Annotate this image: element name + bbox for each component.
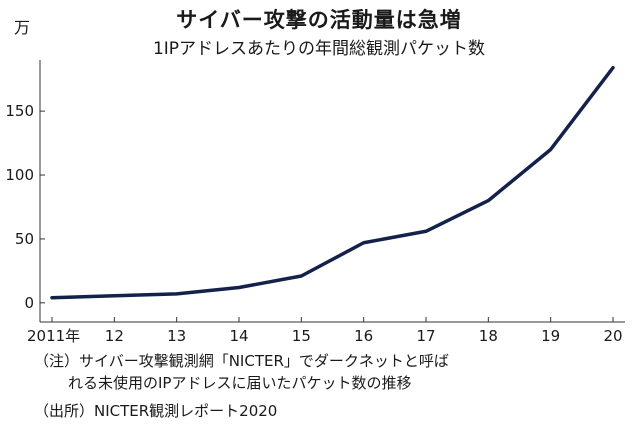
x-tick-label: 19: [541, 327, 560, 345]
series-line: [50, 65, 615, 300]
x-tick-label: 20: [603, 327, 622, 345]
x-tick-label: 12: [105, 327, 124, 345]
x-tick-label: 17: [416, 327, 435, 345]
y-tick-label: 50: [15, 230, 34, 248]
y-tick-label: 150: [5, 102, 34, 120]
x-tick-label: 13: [167, 327, 186, 345]
chart-subtitle: 1IPアドレスあたりの年間総観測パケット数: [152, 39, 486, 59]
chart-title: サイバー攻撃の活動量は急増: [176, 8, 462, 32]
y-unit-label: 万: [14, 18, 31, 37]
y-tick-label: 0: [24, 294, 34, 312]
y-tick-label: 100: [5, 166, 34, 184]
source-note: （出所）NICTER観測レポート2020: [34, 402, 278, 420]
x-tick-label: 16: [354, 327, 373, 345]
x-tick-label: 15: [292, 327, 311, 345]
note-line-2: れる未使用のIPアドレスに届いたパケット数の推移: [68, 374, 412, 392]
x-tick-label: 2011年: [27, 327, 80, 345]
x-tick-label: 18: [479, 327, 498, 345]
note-line-1: （注）サイバー攻撃観測網「NICTER」でダークネットと呼ば: [34, 352, 449, 370]
x-tick-label: 14: [229, 327, 248, 345]
